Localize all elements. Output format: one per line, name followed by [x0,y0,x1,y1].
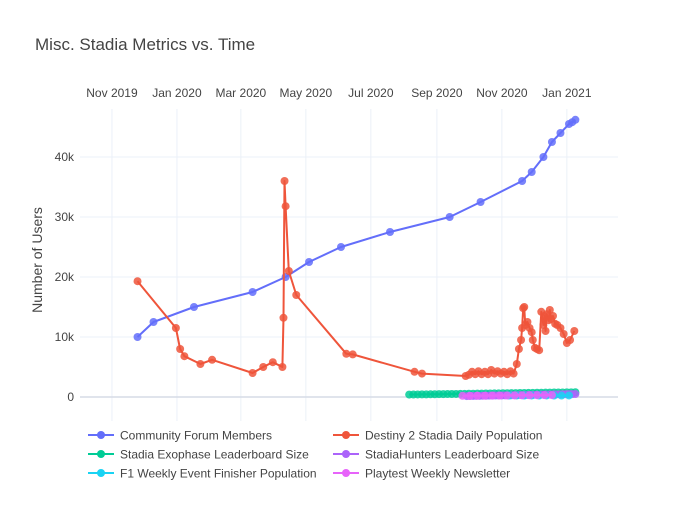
data-point[interactable] [386,228,394,236]
legend-marker [97,469,105,477]
data-point[interactable] [269,358,277,366]
x-tick-label: Jan 2021 [542,86,592,100]
legend-label: Stadia Exophase Leaderboard Size [120,448,309,462]
data-point[interactable] [560,330,568,338]
y-tick-label: 10k [55,330,75,344]
data-point[interactable] [279,314,287,322]
x-tick-label: Mar 2020 [216,86,267,100]
data-point[interactable] [511,391,519,399]
data-point[interactable] [292,291,300,299]
data-point[interactable] [488,392,496,400]
data-point[interactable] [539,153,547,161]
data-point[interactable] [418,370,426,378]
legend-label: StadiaHunters Leaderboard Size [365,448,539,462]
y-tick-label: 40k [55,150,75,164]
legend-marker [342,431,350,439]
legend-marker [97,431,105,439]
x-tick-label: Nov 2019 [86,86,138,100]
x-tick-label: Jan 2020 [152,86,202,100]
data-point[interactable] [570,327,578,335]
data-point[interactable] [520,303,528,311]
legend-marker [342,469,350,477]
data-point[interactable] [518,177,526,185]
data-point[interactable] [517,336,525,344]
data-point[interactable] [337,243,345,251]
y-tick-label: 0 [67,390,74,404]
legend-label: Playtest Weekly Newsletter [365,467,510,481]
data-point[interactable] [526,391,534,399]
data-point[interactable] [548,391,556,399]
legend-marker [342,450,350,458]
data-point[interactable] [542,327,550,335]
data-point[interactable] [305,258,313,266]
data-point[interactable] [496,392,504,400]
x-tick-label: May 2020 [280,86,333,100]
data-point[interactable] [285,267,293,275]
x-tick-label: Sep 2020 [411,86,463,100]
data-point[interactable] [150,318,158,326]
data-point[interactable] [558,392,566,400]
data-point[interactable] [535,346,543,354]
data-point[interactable] [529,336,537,344]
data-point[interactable] [259,363,267,371]
data-point[interactable] [518,391,526,399]
data-point[interactable] [528,328,536,336]
data-point[interactable] [540,391,548,399]
data-point[interactable] [503,391,511,399]
y-tick-label: 20k [55,270,75,284]
data-point[interactable] [411,368,419,376]
data-point[interactable] [515,345,523,353]
data-point[interactable] [278,363,286,371]
data-point[interactable] [513,360,521,368]
data-point[interactable] [249,369,257,377]
legend-marker [97,450,105,458]
chart-title: Misc. Stadia Metrics vs. Time [35,35,255,54]
x-tick-label: Nov 2020 [476,86,528,100]
data-point[interactable] [481,392,489,400]
data-point[interactable] [571,116,579,124]
data-point[interactable] [176,345,184,353]
data-point[interactable] [549,312,557,320]
y-tick-label: 30k [55,210,75,224]
data-point[interactable] [565,391,573,399]
data-point[interactable] [180,352,188,360]
legend-label: Community Forum Members [120,429,272,443]
legend-label: F1 Weekly Event Finisher Population [120,467,317,481]
data-point[interactable] [282,202,290,210]
data-point[interactable] [196,360,204,368]
legend-label: Destiny 2 Stadia Daily Population [365,429,542,443]
data-point[interactable] [556,129,564,137]
data-point[interactable] [134,277,142,285]
data-point[interactable] [477,198,485,206]
data-point[interactable] [281,177,289,185]
data-point[interactable] [446,213,454,221]
data-point[interactable] [349,350,357,358]
y-axis-label: Number of Users [29,207,45,313]
data-point[interactable] [249,288,257,296]
data-point[interactable] [473,392,481,400]
data-point[interactable] [466,392,474,400]
legend-item[interactable]: F1 Weekly Event Finisher Population [88,467,317,481]
data-point[interactable] [510,370,518,378]
data-point[interactable] [533,391,541,399]
x-tick-label: Jul 2020 [348,86,394,100]
data-point[interactable] [548,138,556,146]
data-point[interactable] [134,333,142,341]
legend-item[interactable]: Destiny 2 Stadia Daily Population [333,429,542,443]
data-point[interactable] [172,324,180,332]
data-point[interactable] [208,356,216,364]
data-point[interactable] [566,336,574,344]
data-point[interactable] [458,392,466,400]
data-point[interactable] [190,303,198,311]
legend-item[interactable]: Stadia Exophase Leaderboard Size [88,448,309,462]
data-point[interactable] [528,168,536,176]
